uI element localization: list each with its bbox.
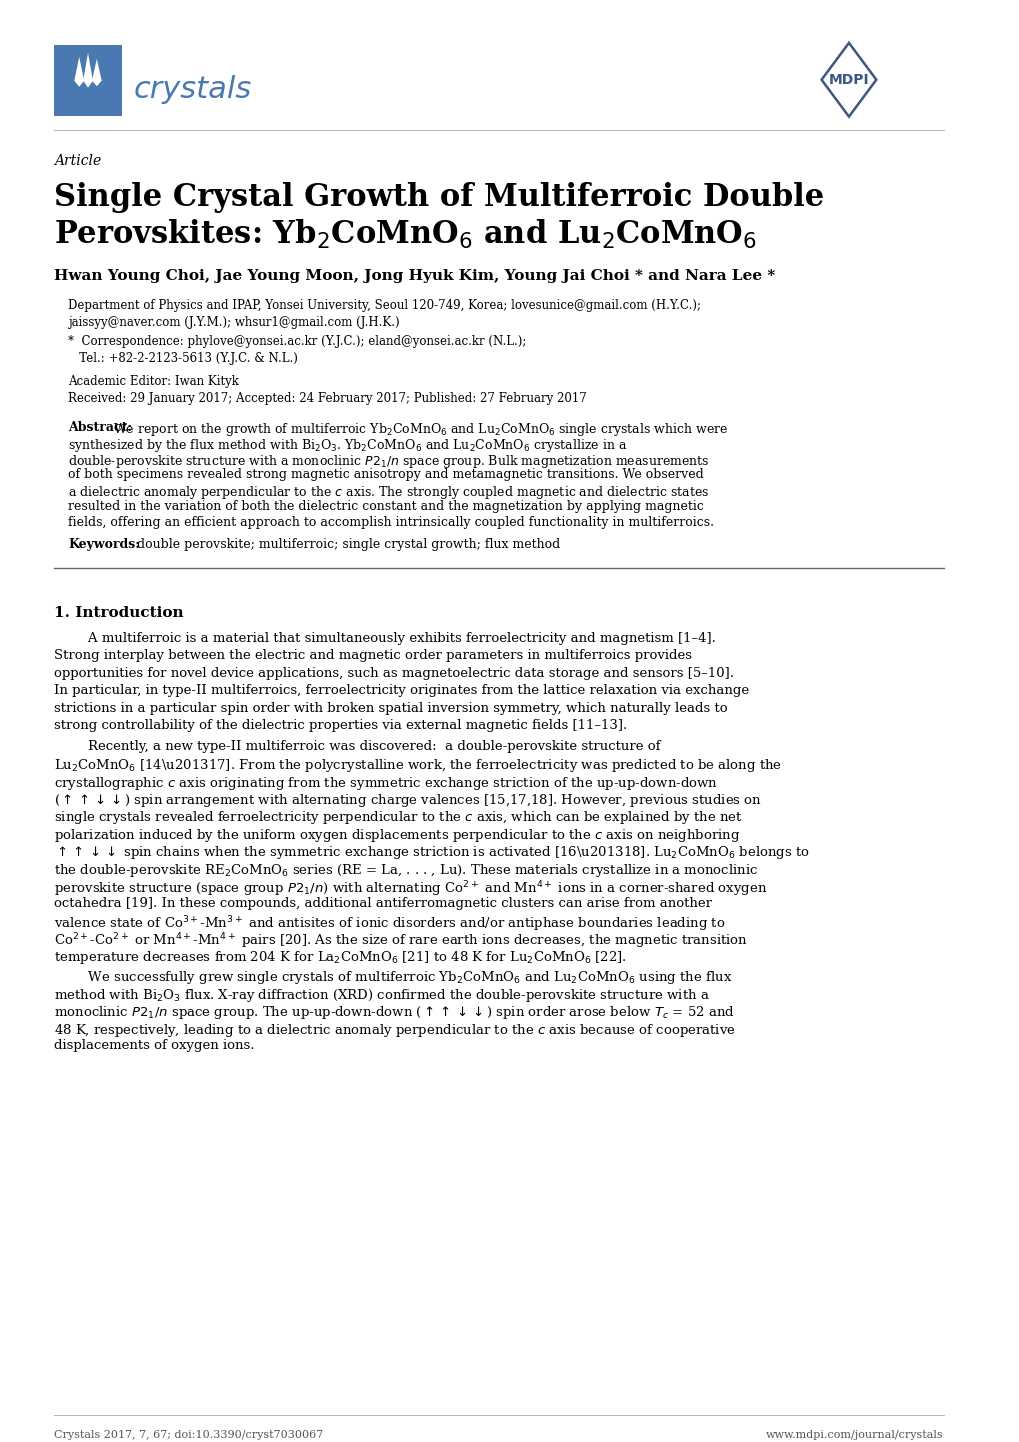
- Text: 48 K, respectively, leading to a dielectric anomaly perpendicular to the $c$ axi: 48 K, respectively, leading to a dielect…: [54, 1022, 735, 1038]
- Text: We successfully grew single crystals of multiferroic Yb$_2$CoMnO$_6$ and Lu$_2$C: We successfully grew single crystals of …: [54, 969, 732, 986]
- Text: MDPI: MDPI: [827, 72, 868, 87]
- Text: perovskite structure (space group $P2_1/n$) with alternating Co$^{2+}$ and Mn$^{: perovskite structure (space group $P2_1/…: [54, 880, 766, 898]
- Polygon shape: [92, 59, 102, 87]
- Text: Abstract:: Abstract:: [68, 421, 132, 434]
- Text: opportunities for novel device applications, such as magnetoelectric data storag: opportunities for novel device applicati…: [54, 666, 733, 679]
- Text: temperature decreases from 204 K for La$_2$CoMnO$_6$ [21] to 48 K for Lu$_2$CoMn: temperature decreases from 204 K for La$…: [54, 949, 626, 966]
- Text: ($\uparrow\uparrow\downarrow\downarrow$) spin arrangement with alternating charg: ($\uparrow\uparrow\downarrow\downarrow$)…: [54, 792, 761, 809]
- Text: Co$^{2+}$-Co$^{2+}$ or Mn$^{4+}$-Mn$^{4+}$ pairs [20]. As the size of rare earth: Co$^{2+}$-Co$^{2+}$ or Mn$^{4+}$-Mn$^{4+…: [54, 932, 747, 952]
- Text: displacements of oxygen ions.: displacements of oxygen ions.: [54, 1040, 254, 1053]
- Text: double perovskite; multiferroic; single crystal growth; flux method: double perovskite; multiferroic; single …: [132, 538, 559, 551]
- Text: strong controllability of the dielectric properties via external magnetic fields: strong controllability of the dielectric…: [54, 720, 627, 733]
- Text: In particular, in type-II multiferroics, ferroelectricity originates from the la: In particular, in type-II multiferroics,…: [54, 685, 748, 698]
- Text: Received: 29 January 2017; Accepted: 24 February 2017; Published: 27 February 20: Received: 29 January 2017; Accepted: 24 …: [68, 392, 587, 405]
- Text: polarization induced by the uniform oxygen displacements perpendicular to the $c: polarization induced by the uniform oxyg…: [54, 826, 740, 844]
- Text: Department of Physics and IPAP, Yonsei University, Seoul 120-749, Korea; lovesun: Department of Physics and IPAP, Yonsei U…: [68, 298, 701, 311]
- Text: crystals: crystals: [133, 75, 252, 104]
- Text: 1. Introduction: 1. Introduction: [54, 606, 183, 620]
- Text: jaissyy@naver.com (J.Y.M.); whsur1@gmail.com (J.H.K.): jaissyy@naver.com (J.Y.M.); whsur1@gmail…: [68, 316, 399, 329]
- Text: of both specimens revealed strong magnetic anisotropy and metamagnetic transitio: of both specimens revealed strong magnet…: [68, 469, 703, 482]
- Text: a dielectric anomaly perpendicular to the $c$ axis. The strongly coupled magneti: a dielectric anomaly perpendicular to th…: [68, 485, 709, 502]
- Text: A multiferroic is a material that simultaneously exhibits ferroelectricity and m: A multiferroic is a material that simult…: [54, 632, 715, 645]
- Polygon shape: [74, 56, 84, 87]
- Text: Recently, a new type-II multiferroic was discovered:  a double-perovskite struct: Recently, a new type-II multiferroic was…: [54, 740, 659, 753]
- Text: We report on the growth of multiferroic Yb$_2$CoMnO$_6$ and Lu$_2$CoMnO$_6$ sing: We report on the growth of multiferroic …: [113, 421, 728, 438]
- Text: resulted in the variation of both the dielectric constant and the magnetization : resulted in the variation of both the di…: [68, 500, 704, 513]
- Text: Perovskites: Yb$_2$CoMnO$_6$ and Lu$_2$CoMnO$_6$: Perovskites: Yb$_2$CoMnO$_6$ and Lu$_2$C…: [54, 218, 756, 251]
- FancyBboxPatch shape: [54, 45, 122, 115]
- Text: Academic Editor: Iwan Kityk: Academic Editor: Iwan Kityk: [68, 375, 239, 388]
- Text: single crystals revealed ferroelectricity perpendicular to the $c$ axis, which c: single crystals revealed ferroelectricit…: [54, 809, 742, 826]
- Text: strictions in a particular spin order with broken spatial inversion symmetry, wh: strictions in a particular spin order wi…: [54, 702, 727, 715]
- Polygon shape: [84, 53, 93, 88]
- Text: the double-perovskite RE$_2$CoMnO$_6$ series (RE = La, . . . , Lu). These materi: the double-perovskite RE$_2$CoMnO$_6$ se…: [54, 862, 757, 878]
- Text: Lu$_2$CoMnO$_6$ [14\u201317]. From the polycrystalline work, the ferroelectricit: Lu$_2$CoMnO$_6$ [14\u201317]. From the p…: [54, 757, 782, 774]
- Text: monoclinic $P2_1/n$ space group. The up-up-down-down ($\uparrow\uparrow\downarro: monoclinic $P2_1/n$ space group. The up-…: [54, 1004, 734, 1021]
- Text: Strong interplay between the electric and magnetic order parameters in multiferr: Strong interplay between the electric an…: [54, 649, 691, 662]
- Text: Single Crystal Growth of Multiferroic Double: Single Crystal Growth of Multiferroic Do…: [54, 183, 823, 213]
- Text: Hwan Young Choi, Jae Young Moon, Jong Hyuk Kim, Young Jai Choi * and Nara Lee *: Hwan Young Choi, Jae Young Moon, Jong Hy…: [54, 270, 774, 283]
- Text: Tel.: +82-2-2123-5613 (Y.J.C. & N.L.): Tel.: +82-2-2123-5613 (Y.J.C. & N.L.): [68, 352, 298, 365]
- Text: $\uparrow\uparrow\downarrow\downarrow$ spin chains when the symmetric exchange s: $\uparrow\uparrow\downarrow\downarrow$ s…: [54, 845, 809, 861]
- Text: double-perovskite structure with a monoclinic $P2_1/n$ space group. Bulk magneti: double-perovskite structure with a monoc…: [68, 453, 709, 470]
- Text: valence state of Co$^{3+}$-Mn$^{3+}$ and antisites of ionic disorders and/or ant: valence state of Co$^{3+}$-Mn$^{3+}$ and…: [54, 914, 725, 933]
- Text: *  Correspondence: phylove@yonsei.ac.kr (Y.J.C.); eland@yonsei.ac.kr (N.L.);: * Correspondence: phylove@yonsei.ac.kr (…: [68, 335, 527, 348]
- Text: octahedra [19]. In these compounds, additional antiferromagnetic clusters can ar: octahedra [19]. In these compounds, addi…: [54, 897, 711, 910]
- Text: fields, offering an efficient approach to accomplish intrinsically coupled funct: fields, offering an efficient approach t…: [68, 516, 713, 529]
- Text: Article: Article: [54, 153, 101, 167]
- Text: crystallographic $c$ axis originating from the symmetric exchange striction of t: crystallographic $c$ axis originating fr…: [54, 774, 717, 792]
- Text: method with Bi$_2$O$_3$ flux. X-ray diffraction (XRD) confirmed the double-perov: method with Bi$_2$O$_3$ flux. X-ray diff…: [54, 986, 709, 1004]
- Text: Keywords:: Keywords:: [68, 538, 141, 551]
- Text: www.mdpi.com/journal/crystals: www.mdpi.com/journal/crystals: [765, 1430, 943, 1441]
- Text: Crystals 2017, 7, 67; doi:10.3390/cryst7030067: Crystals 2017, 7, 67; doi:10.3390/cryst7…: [54, 1430, 323, 1441]
- Text: synthesized by the flux method with Bi$_2$O$_3$. Yb$_2$CoMnO$_6$ and Lu$_2$CoMnO: synthesized by the flux method with Bi$_…: [68, 437, 627, 454]
